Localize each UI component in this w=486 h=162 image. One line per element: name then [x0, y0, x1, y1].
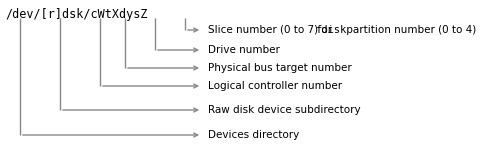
Text: fdisk: fdisk [315, 25, 347, 35]
Text: Physical bus target number: Physical bus target number [208, 63, 352, 73]
Text: Raw disk device subdirectory: Raw disk device subdirectory [208, 105, 361, 115]
Text: /dev/[r]dsk/cWtXdysZ: /dev/[r]dsk/cWtXdysZ [5, 8, 147, 21]
Text: Drive number: Drive number [208, 45, 280, 55]
Text: Devices directory: Devices directory [208, 130, 299, 140]
Text: Logical controller number: Logical controller number [208, 81, 342, 91]
Text: Slice number (0 to 7) or: Slice number (0 to 7) or [208, 25, 335, 35]
Text: partition number (0 to 4): partition number (0 to 4) [343, 25, 476, 35]
